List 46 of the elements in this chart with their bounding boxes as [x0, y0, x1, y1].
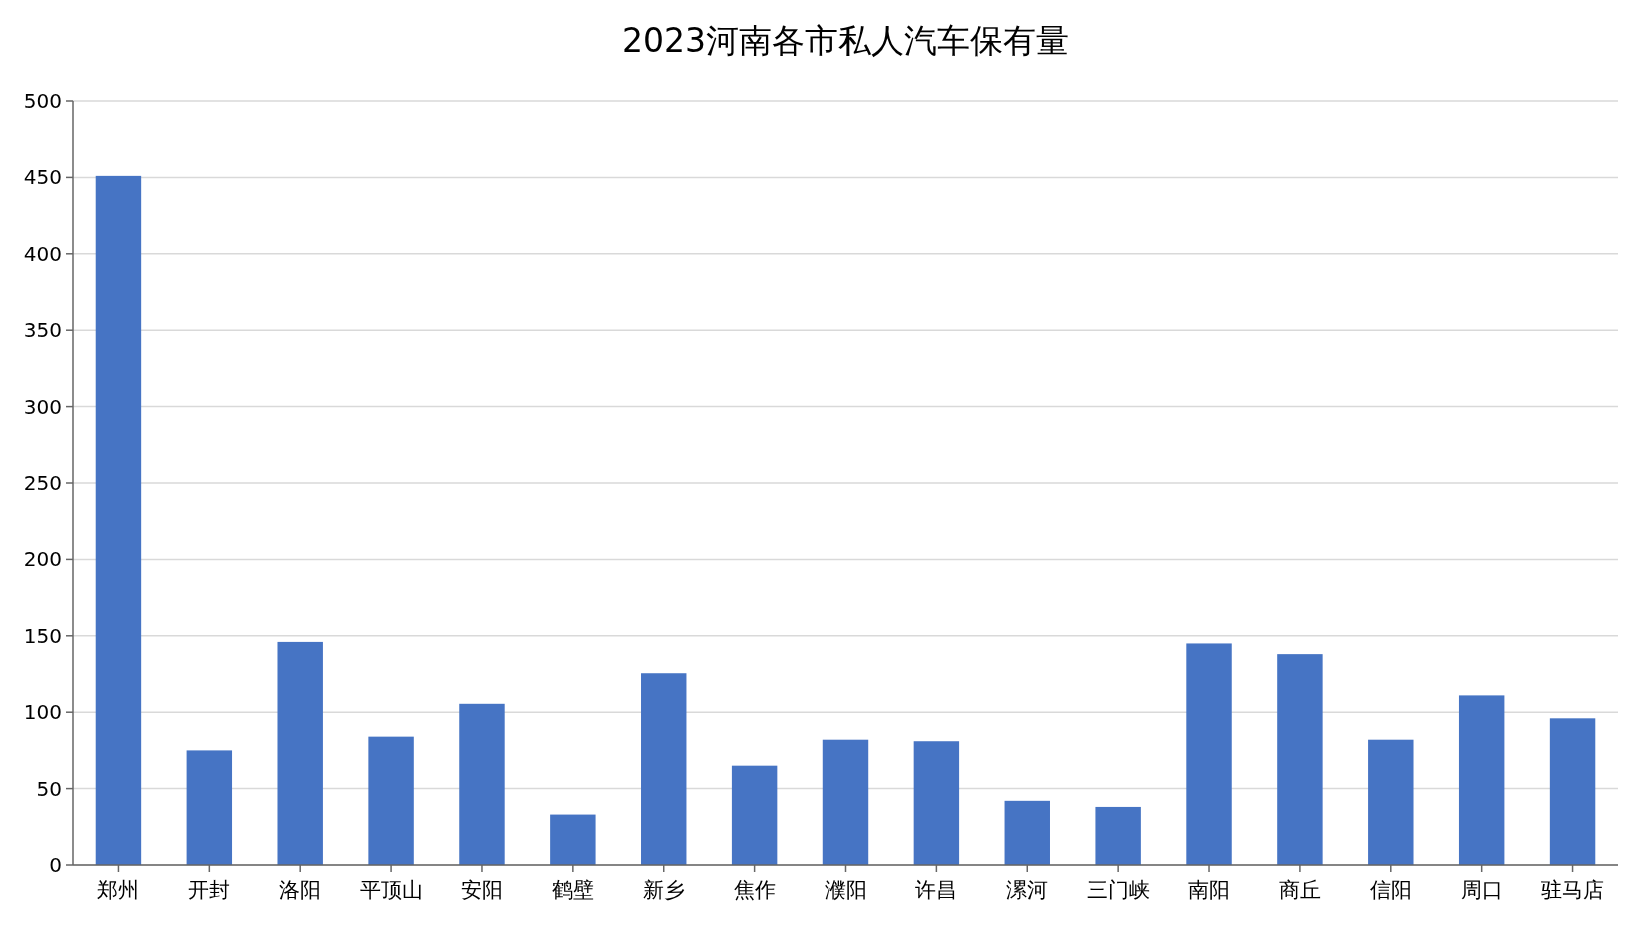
bar [822, 739, 869, 865]
bar [186, 750, 233, 865]
bar [368, 736, 414, 865]
x-tick-label: 郑州 [97, 878, 140, 902]
y-tick-label: 350 [23, 318, 62, 343]
x-tick-label: 开封 [188, 878, 231, 902]
bar [1549, 718, 1596, 865]
bar [1186, 643, 1232, 865]
bar [459, 703, 505, 865]
y-tick-label: 450 [23, 165, 62, 190]
x-tick-label: 驻马店 [1541, 878, 1605, 902]
bar [641, 673, 687, 865]
bar [1277, 654, 1323, 865]
x-tick-label: 鹤壁 [551, 878, 594, 902]
y-tick-label: 150 [23, 623, 62, 648]
bar [1004, 800, 1050, 865]
x-tick-label: 南阳 [1188, 878, 1231, 902]
bar [913, 741, 960, 865]
bar [1368, 739, 1414, 865]
bar [277, 641, 323, 865]
bar [1095, 806, 1141, 865]
x-tick-label: 平顶山 [359, 878, 423, 902]
x-tick-label: 许昌 [915, 878, 958, 902]
y-tick-label: 0 [49, 853, 62, 877]
x-tick-label: 濮阳 [824, 878, 867, 902]
chart-title: 2023河南各市私人汽车保有量 [622, 21, 1069, 60]
bar [95, 175, 142, 865]
x-tick-label: 周口 [1460, 878, 1503, 902]
x-tick-label: 焦作 [733, 878, 776, 902]
x-tick-label: 洛阳 [279, 878, 322, 902]
y-tick-label: 200 [23, 547, 62, 572]
y-tick-label: 400 [23, 241, 62, 266]
y-tick-label: 50 [36, 776, 62, 801]
x-tick-label: 新乡 [642, 878, 685, 902]
bar [1458, 695, 1505, 865]
y-tick-label: 100 [23, 700, 62, 725]
x-tick-label: 三门峡 [1086, 878, 1150, 902]
y-tick-label: 250 [23, 471, 62, 495]
x-tick-label: 安阳 [460, 878, 503, 902]
bar [550, 814, 596, 865]
y-tick-label: 300 [23, 394, 62, 419]
x-tick-label: 漯河 [1006, 878, 1049, 902]
y-tick-label: 500 [23, 89, 62, 113]
x-tick-label: 商丘 [1278, 878, 1321, 902]
x-tick-label: 信阳 [1369, 878, 1412, 902]
bar [731, 765, 778, 865]
